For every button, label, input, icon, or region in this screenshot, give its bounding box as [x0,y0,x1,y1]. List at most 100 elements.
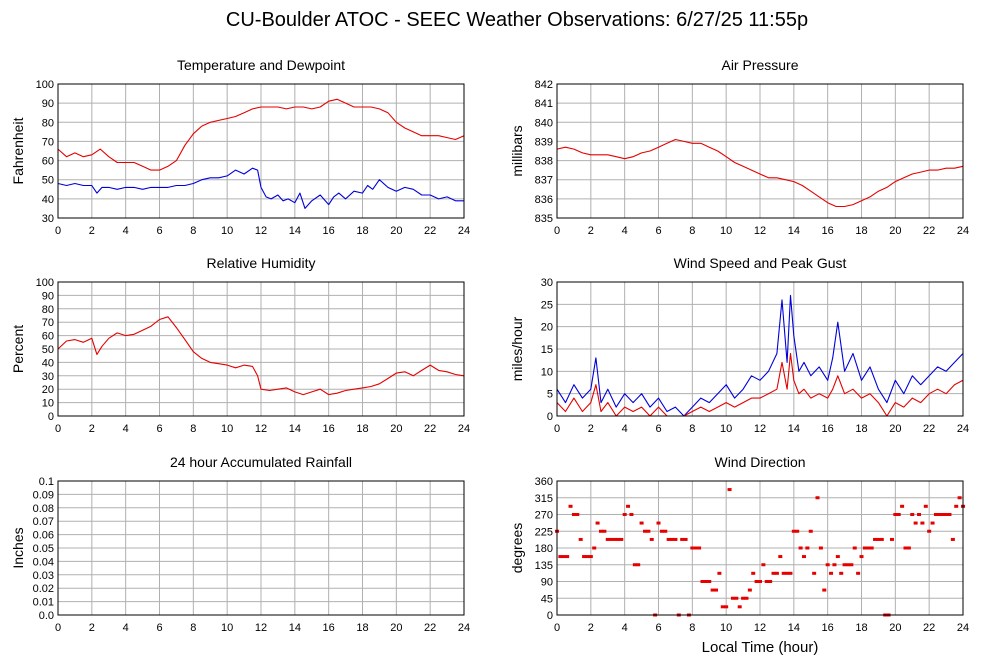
data-point [812,571,817,575]
y-tick-label: 0.04 [33,556,54,568]
data-point [896,513,901,516]
y-tick-label: 100 [36,79,54,91]
x-tick-label: 10 [720,225,732,237]
y-tick-label: 0.09 [33,489,54,501]
x-tick-label: 8 [190,225,196,237]
x-tick-label: 6 [655,423,661,435]
x-tick-label: 4 [123,423,129,435]
data-point [829,571,834,575]
red-series-line [57,98,465,171]
data-point [933,513,938,516]
x-tick-label: 8 [190,423,196,435]
chart-title: Relative Humidity [207,255,316,271]
x-tick-label: 8 [689,622,695,634]
y-tick-label: 70 [42,317,54,329]
x-tick-label: 22 [424,423,436,435]
data-point [774,571,779,575]
wind-chart: Wind Speed and Peak Gust miles/hour 0 5 10 15… [509,255,969,435]
x-tick-label: 4 [622,622,628,634]
data-point [565,555,570,559]
data-point [764,580,769,583]
data-point [754,580,759,583]
data-point [646,529,651,533]
data-point [944,513,949,516]
data-point [950,537,955,541]
x-tick-label: 22 [424,622,436,634]
x-tick-label: 18 [855,622,867,634]
data-point [622,513,627,516]
x-tick-label: 8 [190,622,196,634]
data-point [798,546,803,550]
x-tick-label: 2 [588,225,594,237]
y-axis-label: miles/hour [509,316,525,381]
pressure-chart: Air Pressuremillibars8358368378388398408… [509,57,969,237]
data-point [785,571,790,575]
data-point [761,563,766,567]
data-point [737,605,742,609]
data-point [626,504,631,508]
data-point [585,555,590,559]
data-point [582,555,587,559]
data-point [954,504,959,508]
data-point [866,546,871,550]
page-title: CU-Boulder ATOC - SEEC Weather Observati… [226,9,808,31]
x-tick-label: 12 [754,622,766,634]
x-tick-label: 0 [554,622,560,634]
y-tick-label: 80 [42,304,54,316]
data-point [703,580,708,583]
x-tick-label: 14 [289,622,301,634]
x-tick-label: 0 [55,225,61,237]
plot-frame [556,480,964,616]
x-tick-label: 12 [255,622,267,634]
data-point [947,513,952,516]
data-point [717,571,722,575]
plot-frame [556,83,964,219]
data-point [605,537,610,541]
data-point [906,546,911,550]
y-tick-label: 90 [42,290,54,302]
y-tick-label: 315 [535,493,553,505]
data-point [568,504,573,508]
y-tick-label: 20 [42,384,54,396]
data-point [670,537,675,541]
data-point [741,596,746,600]
y-tick-label: 835 [535,213,553,225]
x-tick-label: 0 [554,423,560,435]
data-point [571,513,576,516]
x-tick-label: 18 [356,622,368,634]
x-tick-label: 20 [889,622,901,634]
data-point [636,563,641,567]
data-point [595,521,600,525]
y-tick-label: 135 [535,560,553,572]
data-point [690,546,695,550]
x-tick-label: 20 [889,423,901,435]
y-tick-label: 60 [42,331,54,343]
data-point [795,529,800,533]
x-tick-label: 6 [156,423,162,435]
y-tick-label: 180 [535,543,553,555]
data-point [612,537,617,541]
data-point [876,537,881,541]
y-tick-label: 837 [535,175,553,187]
data-point [781,571,786,575]
data-point [778,555,783,559]
x-tick-label: 12 [754,225,766,237]
data-point [673,537,678,541]
y-tick-label: 45 [541,593,553,605]
x-tick-label: 24 [458,622,470,634]
y-axis-label: Inches [10,527,26,568]
data-point [957,496,962,500]
data-point [791,529,796,533]
y-tick-label: 841 [535,98,553,110]
data-point [869,546,874,550]
y-tick-label: 15 [541,344,553,356]
x-tick-label: 14 [788,225,800,237]
x-tick-label: 18 [855,225,867,237]
x-tick-label: 16 [822,225,834,237]
data-point [835,555,840,559]
y-tick-label: 60 [42,156,54,168]
data-point [730,596,735,600]
x-tick-label: 20 [390,423,402,435]
x-tick-label: 8 [689,423,695,435]
chart-title: Wind Direction [714,454,805,470]
